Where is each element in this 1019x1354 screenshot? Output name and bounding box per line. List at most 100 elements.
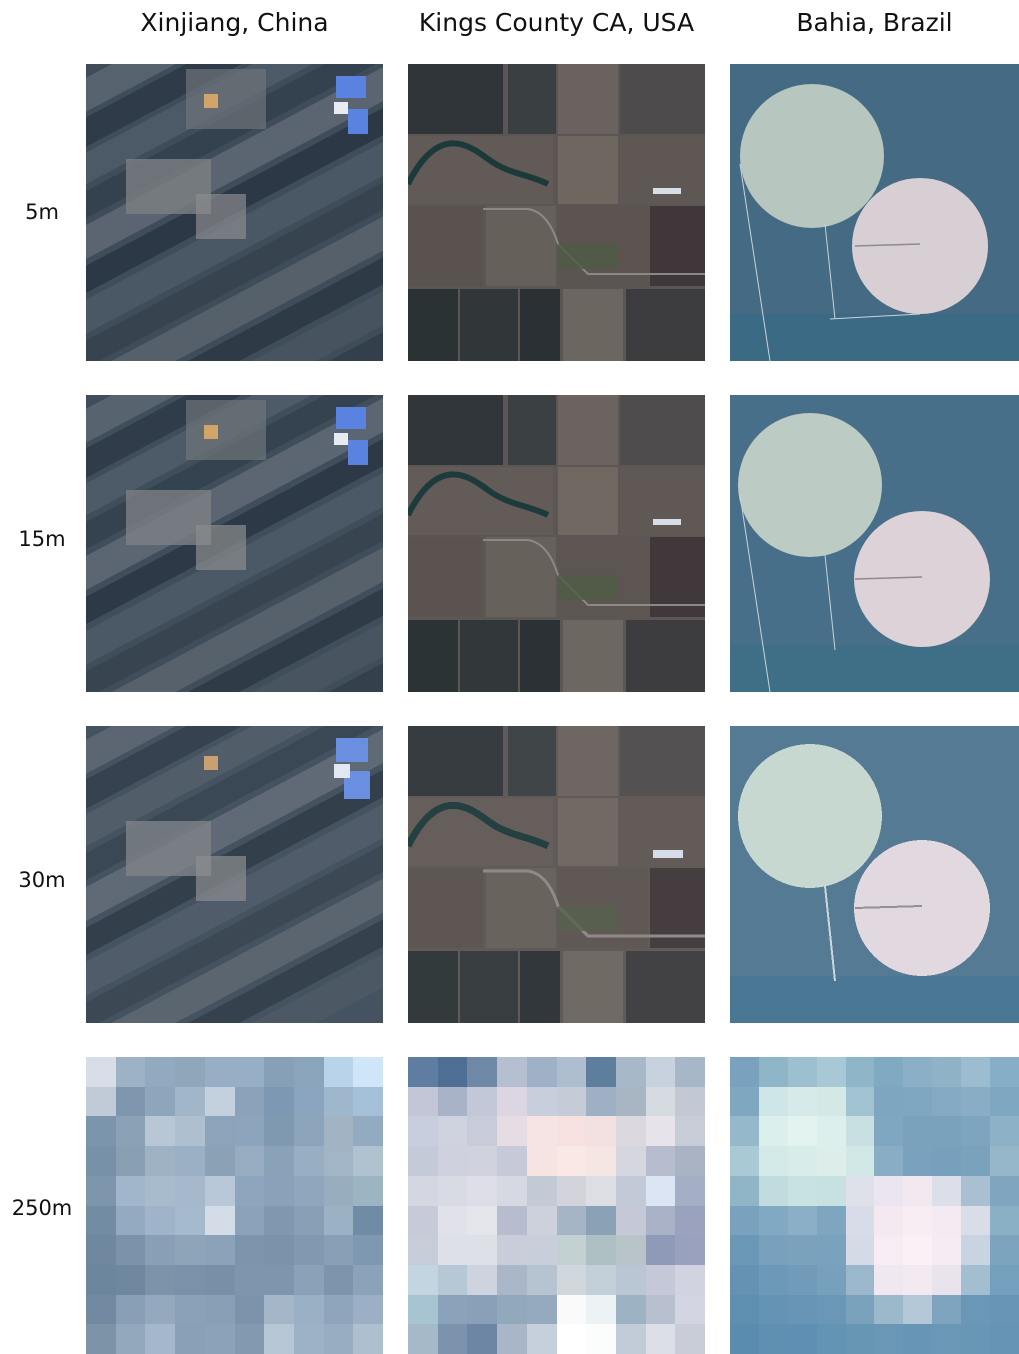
coarse-pixel	[264, 1146, 294, 1176]
coarse-pixel	[353, 1057, 383, 1087]
coarse-pixel	[874, 1146, 904, 1176]
coarse-pixel	[204, 1146, 235, 1176]
coarse-pixel	[675, 1116, 705, 1147]
coarse-pixel	[615, 1264, 646, 1295]
coarse-pixel	[903, 1205, 933, 1236]
coarse-pixel	[175, 1146, 205, 1176]
coarse-pixel	[758, 1264, 788, 1295]
coarse-pixel	[234, 1175, 265, 1206]
coarse-pixel	[816, 1175, 846, 1206]
coarse-pixel	[787, 1205, 817, 1236]
coarse-pixel	[787, 1324, 817, 1354]
coarse-pixel	[86, 1264, 116, 1295]
coarse-pixel	[467, 1116, 498, 1147]
coarse-pixel	[408, 1294, 438, 1325]
coarse-pixel	[903, 1264, 933, 1295]
coarse-pixel	[645, 1264, 676, 1295]
coarse-pixel	[903, 1175, 933, 1206]
coarse-pixel	[264, 1175, 294, 1206]
coarse-pixel	[758, 1116, 788, 1147]
coarse-pixel	[990, 1146, 1019, 1176]
coarse-pixel	[816, 1324, 846, 1354]
coarse-pixel	[932, 1086, 962, 1117]
coarse-pixel	[816, 1205, 846, 1236]
coarse-pixel	[758, 1324, 788, 1354]
coarse-pixel	[293, 1116, 324, 1147]
row-label-5m: 5m	[25, 200, 59, 224]
tile-kings-county-5m	[408, 64, 705, 361]
coarse-pixel	[293, 1146, 324, 1176]
coarse-pixel	[115, 1146, 146, 1176]
coarse-pixel	[758, 1175, 788, 1206]
tile-bahia-5m	[730, 64, 1019, 361]
coarse-pixel	[234, 1235, 265, 1265]
coarse-pixel	[323, 1324, 354, 1354]
coarse-pixel	[175, 1205, 205, 1236]
coarse-pixel	[586, 1235, 616, 1265]
coarse-pixel	[586, 1205, 616, 1236]
coarse-pixel	[467, 1294, 498, 1325]
coarse-pixel	[145, 1086, 176, 1117]
coarse-pixel	[115, 1086, 146, 1117]
coarse-pixel	[145, 1175, 176, 1206]
tile-kings-county-30m	[408, 726, 705, 1023]
coarse-pixel	[145, 1057, 176, 1087]
coarse-pixel	[816, 1264, 846, 1295]
coarse-pixel	[437, 1057, 468, 1087]
coarse-pixel	[437, 1235, 468, 1265]
coarse-pixel	[86, 1294, 116, 1325]
coarse-pixel	[845, 1175, 875, 1206]
row-label-15m: 15m	[18, 527, 66, 551]
coarse-pixel	[787, 1146, 817, 1176]
coarse-pixel	[204, 1175, 235, 1206]
coarse-pixel	[990, 1324, 1019, 1354]
coarse-pixel	[586, 1116, 616, 1147]
coarse-pixel	[645, 1235, 676, 1265]
tile-bahia-30m	[730, 726, 1019, 1023]
coarse-pixel	[675, 1294, 705, 1325]
coarse-pixel	[903, 1057, 933, 1087]
coarse-pixel	[293, 1057, 324, 1087]
coarse-pixel	[526, 1324, 557, 1354]
coarse-pixel	[204, 1235, 235, 1265]
coarse-pixel	[615, 1057, 646, 1087]
coarse-pixel	[961, 1116, 991, 1147]
bahia-pivot-image	[730, 64, 1019, 361]
coarse-pixel	[526, 1264, 557, 1295]
coarse-pixel	[758, 1235, 788, 1265]
coarse-pixel	[586, 1324, 616, 1354]
coarse-pixel	[758, 1146, 788, 1176]
tile-kings-county-250m	[408, 1057, 705, 1354]
coarse-pixel	[903, 1294, 933, 1325]
coarse-pixel	[615, 1324, 646, 1354]
coarse-pixel	[497, 1235, 527, 1265]
coarse-pixel	[323, 1294, 354, 1325]
coarse-pixel	[932, 1057, 962, 1087]
coarse-pixel	[115, 1175, 146, 1206]
coarse-pixel	[961, 1057, 991, 1087]
coarse-pixel	[556, 1205, 587, 1236]
coarse-pixel	[437, 1175, 468, 1206]
coarse-pixel	[86, 1205, 116, 1236]
coarse-pixel	[586, 1294, 616, 1325]
coarse-pixel	[816, 1294, 846, 1325]
column-title-kings-county: Kings County CA, USA	[418, 8, 695, 37]
coarse-pixel	[932, 1116, 962, 1147]
coarse-pixel	[408, 1324, 438, 1354]
coarse-pixel	[145, 1294, 176, 1325]
coarse-pixel	[990, 1264, 1019, 1295]
coarse-pixel	[234, 1146, 265, 1176]
coarse-pixel	[645, 1116, 676, 1147]
coarse-pixel	[264, 1057, 294, 1087]
column-title-xinjiang: Xinjiang, China	[140, 8, 329, 37]
coarse-pixel	[787, 1294, 817, 1325]
coarse-pixel	[526, 1057, 557, 1087]
coarse-pixel	[175, 1175, 205, 1206]
kings-county-coarse-grid	[408, 1057, 705, 1354]
coarse-pixel	[990, 1294, 1019, 1325]
coarse-pixel	[497, 1146, 527, 1176]
coarse-pixel	[204, 1057, 235, 1087]
coarse-pixel	[353, 1146, 383, 1176]
coarse-pixel	[408, 1116, 438, 1147]
coarse-pixel	[556, 1235, 587, 1265]
